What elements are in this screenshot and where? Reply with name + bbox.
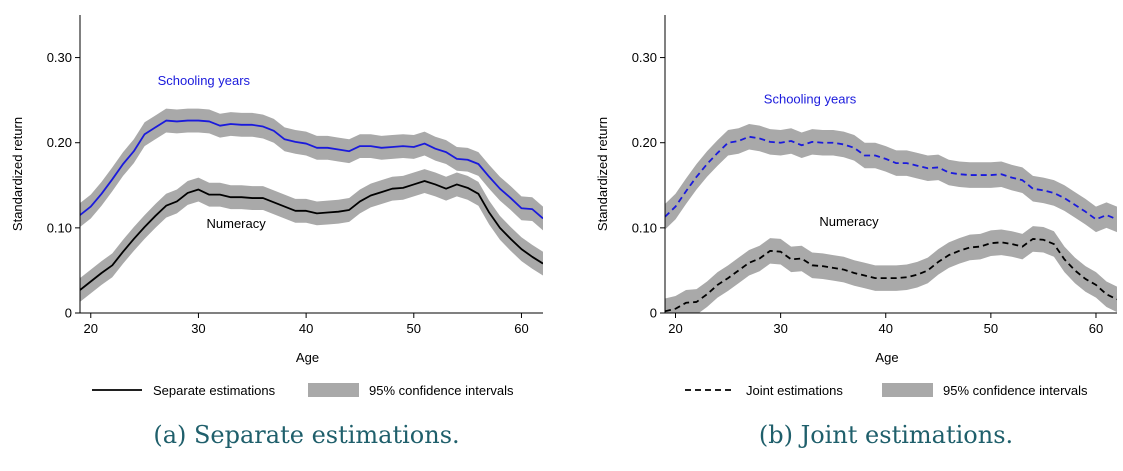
x-tick-label: 50 [984, 321, 998, 336]
x-tick-label: 20 [84, 321, 98, 336]
x-tick-label: 30 [773, 321, 787, 336]
ci-band-numeracy [80, 169, 543, 302]
plot-area [80, 108, 543, 302]
y-tick-label: 0 [65, 306, 72, 321]
series-line-numeracy [80, 180, 543, 291]
x-axis-title: Age [296, 350, 319, 365]
y-tick-label: 0.20 [47, 135, 72, 150]
series-line-schooling-years [665, 135, 1117, 221]
y-tick-label: 0.10 [632, 220, 657, 235]
legend-band-swatch [308, 383, 359, 397]
series-annotation-schooling-years: Schooling years [158, 73, 251, 88]
series-line-numeracy [665, 238, 1117, 313]
series-annotation-schooling-years: Schooling years [764, 92, 857, 107]
series-annotation-numeracy: Numeracy [207, 216, 267, 231]
x-tick-label: 40 [299, 321, 313, 336]
y-axis-title: Standardized return [595, 117, 610, 231]
y-tick-label: 0.10 [47, 220, 72, 235]
figure-caption: (a) Separate estimations. [153, 421, 459, 449]
x-tick-label: 60 [514, 321, 528, 336]
figure-caption: (b) Joint estimations. [759, 421, 1013, 449]
chart-panel-a: 0 0.10 0.20 0.30 20 30 40 50 60 Age Standardized r… [10, 15, 543, 449]
x-tick-label: 30 [191, 321, 205, 336]
legend-line-label: Joint estimations [746, 383, 843, 398]
x-tick-label: 20 [668, 321, 682, 336]
ci-band-schooling-years [80, 108, 543, 231]
y-tick-label: 0.30 [632, 50, 657, 65]
legend-band-label: 95% confidence intervals [369, 383, 514, 398]
legend-band-swatch [882, 383, 933, 397]
x-tick-label: 50 [407, 321, 421, 336]
x-tick-label: 40 [879, 321, 893, 336]
legend-line-label: Separate estimations [153, 383, 276, 398]
y-tick-label: 0.20 [632, 135, 657, 150]
y-tick-label: 0 [650, 306, 657, 321]
x-axis-title: Age [875, 350, 898, 365]
series-annotation-numeracy: Numeracy [819, 214, 879, 229]
legend-band-label: 95% confidence intervals [943, 383, 1088, 398]
y-axis-title: Standardized return [10, 117, 25, 231]
legend: Joint estimations 95% confidence interval… [685, 383, 1088, 398]
ci-band-numeracy [665, 226, 1117, 313]
legend: Separate estimations 95% confidence inter… [92, 383, 514, 398]
series-line-schooling-years [80, 119, 543, 220]
chart-panel-b: 0 0.10 0.20 0.30 20 30 40 50 60 Age Standardized r… [595, 15, 1117, 449]
x-tick-label: 60 [1089, 321, 1103, 336]
y-tick-label: 0.30 [47, 50, 72, 65]
plot-area [665, 123, 1117, 313]
ci-band-schooling-years [665, 123, 1117, 233]
